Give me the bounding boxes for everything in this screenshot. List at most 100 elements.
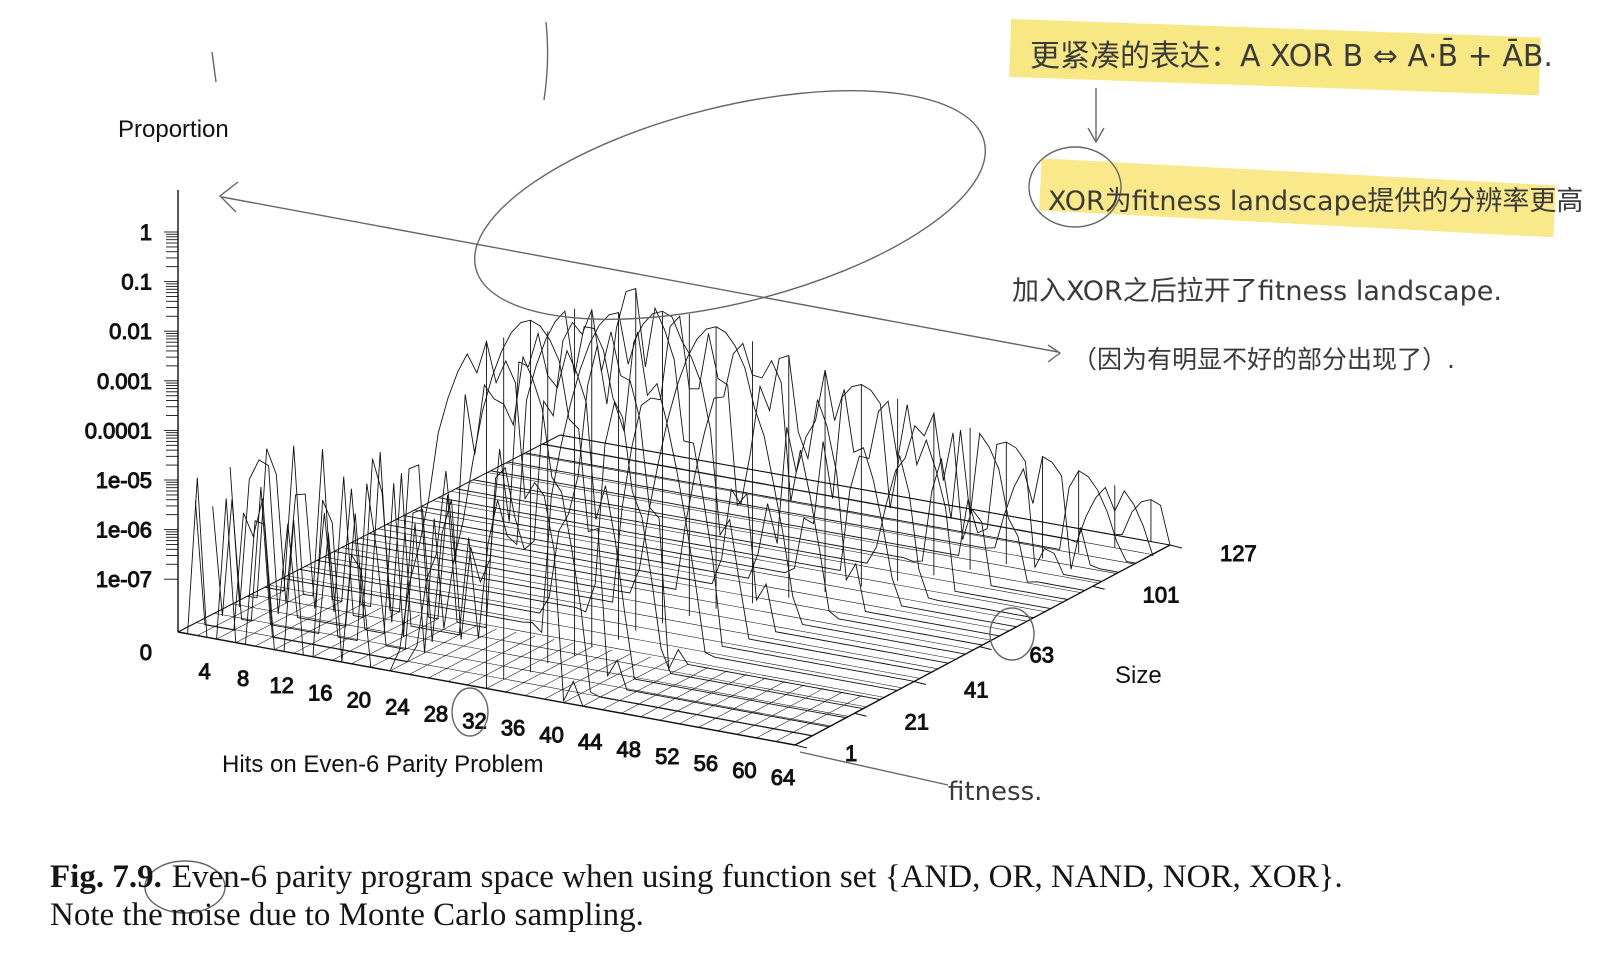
pencil-marks — [144, 21, 1122, 914]
base-grid-line — [505, 646, 593, 693]
pencil-arrowhead-right — [1047, 344, 1062, 363]
base-grid-line — [409, 628, 497, 675]
base-grid-line — [698, 681, 786, 728]
base-grid-line — [467, 639, 555, 686]
base-grid-line — [351, 618, 440, 665]
x-tick-label: 60 — [732, 758, 756, 783]
pencil-fitness-line — [799, 751, 949, 786]
base-grid-line — [450, 491, 1063, 603]
handwritten-note-3: 加入XOR之后拉开了fitness landscape. — [1012, 276, 1502, 307]
pencil-circle-36 — [451, 687, 489, 737]
y-tick-label: 101 — [1143, 582, 1180, 607]
x-tick-label: 4 — [198, 659, 210, 684]
surface-row — [212, 319, 830, 728]
x-tick-label: 32 — [462, 709, 486, 734]
base-grid-line — [359, 537, 974, 651]
pencil-circle-63 — [989, 607, 1035, 661]
x-tick-label: 48 — [617, 737, 641, 762]
surface-row — [490, 441, 1102, 582]
base-grid-line — [659, 674, 747, 721]
x-tick-label: 12 — [269, 673, 293, 698]
base-grid-line — [305, 566, 921, 679]
base-grid-line — [287, 575, 903, 689]
pencil-circle-xor-caption — [144, 860, 226, 914]
figure-caption: Fig. 7.9. Even-6 parity program space whe… — [50, 858, 1350, 934]
pencil-stroke-mid — [543, 21, 549, 101]
x-tick-labels: 4 8 12 16 20 24 28 32 36 40 44 48 52 56 60 64 — [198, 659, 796, 791]
z-tick-label: 0 — [140, 640, 152, 665]
x-tick-label: 64 — [771, 765, 795, 790]
base-grid-line — [254, 600, 343, 647]
base-grid-line — [332, 614, 420, 661]
z-tick-label: 0.0001 — [85, 418, 152, 443]
surface-row — [282, 312, 898, 691]
base-grid-line — [640, 670, 728, 717]
surface-row — [525, 452, 1136, 564]
surface-row — [334, 315, 949, 664]
caption-text: Even-6 parity program space when using f… — [50, 859, 1343, 933]
pencil-stroke-top — [211, 51, 217, 83]
x-tick-label: 16 — [308, 680, 332, 705]
handwritten-note-1: 更紧凑的表达：A XOR B ⇔ A·B̄ + ĀB. — [1030, 38, 1553, 74]
base-grid-line — [396, 519, 1010, 631]
z-tick-labels: 1 0.1 0.01 0.001 0.0001 1e-05 1e-06 1e-07 0 — [84, 220, 152, 666]
x-tick-label: 40 — [539, 723, 563, 748]
base-grid-line — [235, 596, 324, 643]
surface-row — [247, 310, 864, 710]
surface-row — [299, 288, 915, 682]
base-grid-line — [414, 509, 1028, 622]
base-grid-line — [505, 462, 1117, 574]
base-grid-line — [541, 444, 1153, 555]
surface-row — [455, 411, 1068, 600]
z-tick-label: 0.001 — [97, 369, 152, 394]
base-grid-line — [523, 453, 1135, 565]
surface-row — [438, 400, 1051, 610]
y-tick-label: 21 — [905, 709, 929, 734]
surface-row — [368, 342, 983, 646]
z-tick-label: 1e-07 — [96, 567, 152, 592]
highlight-band-1 — [1009, 18, 1541, 96]
surface-mesh — [177, 288, 1171, 746]
base-grid-line — [679, 677, 767, 725]
y-tick-label: 63 — [1030, 643, 1054, 668]
x-tick-label: 24 — [385, 694, 409, 719]
base-grid-line — [428, 632, 517, 679]
y-tick-label: 127 — [1220, 541, 1257, 566]
x-tick-label: 52 — [655, 744, 679, 769]
base-grid-line — [378, 528, 992, 641]
y-axis-label: Size — [1115, 662, 1162, 689]
y-tick — [1169, 544, 1183, 549]
caption-label: Fig. 7.9. — [50, 859, 162, 895]
base-grid-line — [468, 481, 1081, 593]
surface-row — [421, 384, 1034, 619]
x-tick-label: 44 — [578, 730, 602, 755]
base-grid-line — [447, 635, 536, 682]
surface-row — [542, 443, 1154, 557]
base-grid-line — [621, 667, 709, 714]
y-tick-label: 1 — [845, 741, 857, 766]
base-grid-line — [487, 472, 1099, 584]
base-grid-line — [737, 688, 824, 735]
surface-row — [559, 434, 1171, 546]
base-grid-line — [389, 625, 478, 672]
surface-row — [229, 331, 847, 719]
handwritten-note-fitness: fitness. — [948, 777, 1042, 807]
base-grid-line — [582, 660, 670, 707]
x-tick-label: 8 — [237, 666, 249, 691]
z-tick-label: 1 — [140, 220, 152, 245]
y-tick — [913, 681, 927, 685]
base-grid-line — [268, 584, 885, 698]
y-tick — [794, 744, 808, 749]
surface-row — [473, 429, 1085, 591]
surface-row — [403, 370, 1017, 628]
z-tick-label: 0.1 — [121, 270, 152, 295]
pencil-arrowhead-left — [218, 181, 239, 213]
surface-row — [351, 326, 966, 655]
handwritten-note-2: XOR为fitness landscape提供的分辨率更高 — [1048, 186, 1583, 217]
z-minor-ticks — [164, 231, 178, 580]
base-grid-line — [602, 663, 690, 710]
base-grid-line — [756, 691, 843, 739]
y-tick — [1092, 585, 1105, 590]
